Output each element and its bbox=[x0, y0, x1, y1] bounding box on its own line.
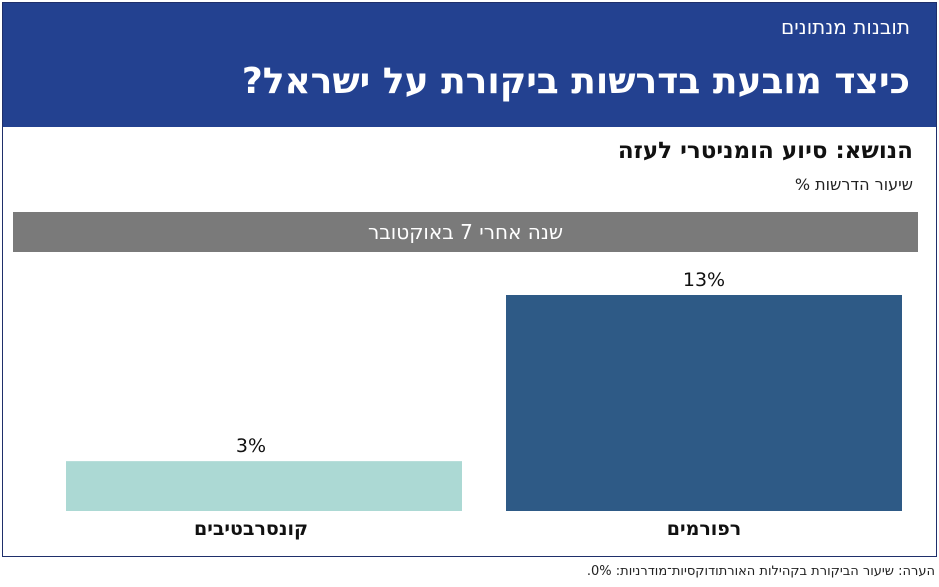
bar-1 bbox=[66, 461, 462, 511]
header-bar: תובנות מנתונים כיצד מובעת בדרשות ביקורת … bbox=[3, 3, 936, 127]
footnote: הערה: שיעור הביקורת בקהילות האורתודוקסיו… bbox=[586, 564, 935, 579]
metric-label: שיעור הדרשות % bbox=[794, 175, 913, 194]
value-label-1: 3% bbox=[236, 435, 266, 457]
category-label-1: קונסרבטיבים bbox=[194, 518, 308, 540]
value-label-0: 13% bbox=[683, 269, 725, 291]
bar-chart: 13% רפורמים 3% קונסרבטיבים bbox=[66, 269, 902, 540]
page-title: כיצד מובעת בדרשות ביקורת על ישראל? bbox=[241, 61, 910, 102]
chart-subject: הנושא: סיוע הומניטרי לעזה bbox=[617, 138, 913, 164]
period-band: שנה אחרי 7 באוקטובר bbox=[13, 212, 918, 252]
section-kicker: תובנות מנתונים bbox=[780, 15, 910, 39]
category-label-0: רפורמים bbox=[667, 518, 741, 540]
bar-0 bbox=[506, 295, 902, 511]
